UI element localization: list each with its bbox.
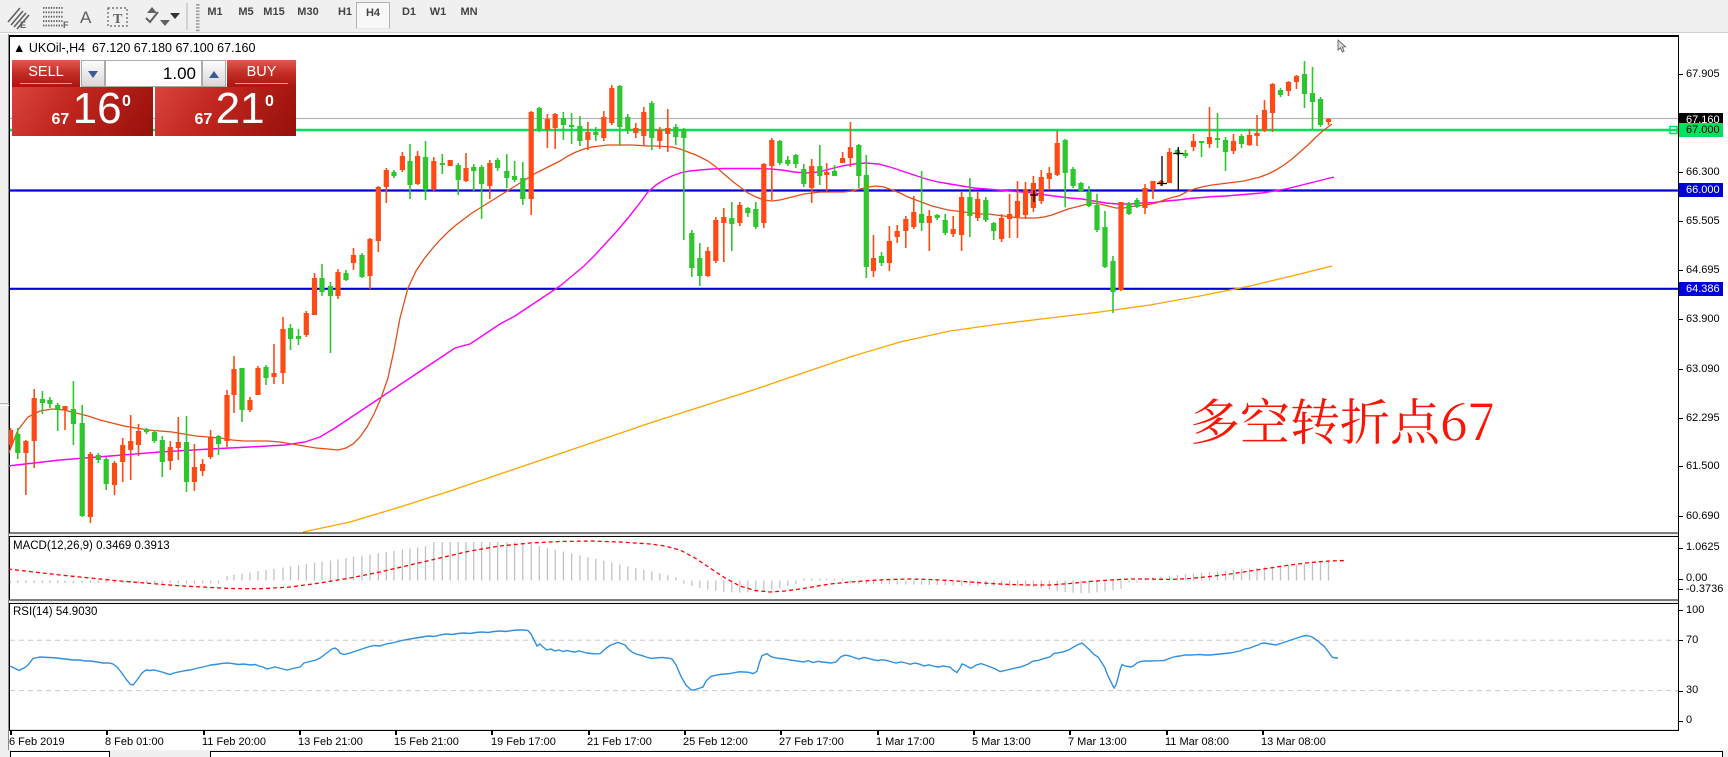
svg-text:E: E (20, 20, 26, 30)
svg-text:F: F (63, 20, 69, 30)
svg-text:T: T (113, 12, 123, 27)
svg-text:A: A (80, 8, 92, 27)
